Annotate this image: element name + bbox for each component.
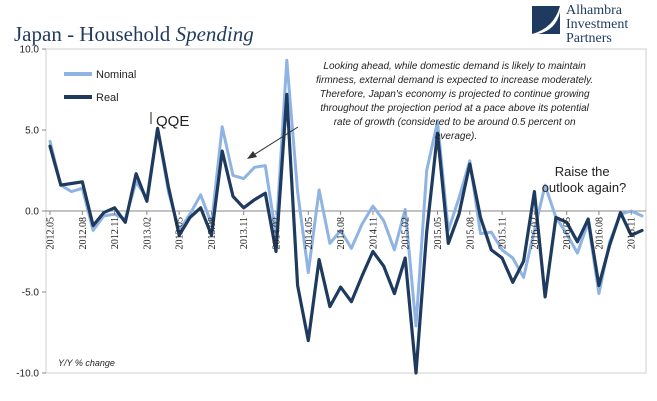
annotation-quote-line-6: average). <box>435 131 477 142</box>
logo-line-3: Partners <box>566 31 612 46</box>
annotation-outlook-line-2: outlook again? <box>542 180 627 195</box>
x-tick-label: 2013.08 <box>207 217 218 250</box>
x-tick-label: 2013.11 <box>239 217 250 249</box>
annotation-quote-line-3: Therefore, Japan's economy is projected … <box>320 89 590 100</box>
x-tick-label: 2016.11 <box>627 217 638 249</box>
x-tick-label: 2013.02 <box>142 217 153 250</box>
series-line-real <box>48 92 644 375</box>
annotation-quote-line-4: throughout the projection period at a pa… <box>320 103 589 114</box>
logo-mark-icon <box>532 6 560 34</box>
annotation-quote-arrowhead <box>247 151 257 159</box>
annotation-quote-line-5: rate of growth (considered to be around … <box>334 117 576 128</box>
legend-label-real: Real <box>96 92 119 104</box>
x-tick-label: 2012.05 <box>46 217 57 250</box>
logo-line-1: Alhambra <box>566 3 622 18</box>
logo: Alhambra Investment Partners <box>532 4 650 54</box>
chart-title: Japan - Household Spending <box>14 22 254 47</box>
x-axis: 2012.05 2012.08 2012.11 2013.02 2013.05 2013.… <box>46 211 638 250</box>
x-tick-label: 2014.08 <box>336 217 347 250</box>
legend-label-nominal: Nominal <box>96 69 136 81</box>
y-tick-label: 10.0 <box>20 45 40 56</box>
annotation-quote: Looking ahead, while domestic demand is … <box>316 61 596 142</box>
y-tick-label: 5.0 <box>25 126 39 137</box>
x-tick-label: 2014.05 <box>304 217 315 250</box>
chart-title-italic: Spending <box>175 22 254 46</box>
annotation-quote-line-2: firmness, external demand is expected to… <box>316 75 593 86</box>
annotation-outlook-line-1: Raise the <box>555 164 610 179</box>
x-tick-label: 2013.05 <box>175 217 186 250</box>
x-tick-label: 2015.11 <box>498 217 509 249</box>
y-axis: 10.0 5.0 0.0 -5.0 -10.0 <box>16 45 46 380</box>
annotation-quote-arrow <box>251 126 299 157</box>
annotation-quote-line-1: Looking ahead, while domestic demand is … <box>323 61 586 72</box>
x-tick-label: 2015.02 <box>401 217 412 250</box>
x-tick-label: 2015.05 <box>433 217 444 250</box>
x-tick-label: 2016.08 <box>594 217 605 250</box>
y-axis-label: Y/Y % change <box>58 358 115 368</box>
series-layer <box>48 58 644 375</box>
x-tick-label: 2012.08 <box>78 217 89 250</box>
x-tick-label: 2014.02 <box>272 217 283 250</box>
x-tick-label: 2015.08 <box>465 217 476 250</box>
x-tick-label: 2012.11 <box>110 217 121 249</box>
x-tick-label: 2016.02 <box>530 217 541 250</box>
y-tick-label: -5.0 <box>22 288 40 299</box>
logo-line-2: Investment <box>566 17 629 32</box>
chart-title-main: Japan - Household <box>14 22 171 46</box>
logo-text: Alhambra Investment Partners <box>566 4 628 46</box>
x-tick-label: 2014.11 <box>368 217 379 249</box>
annotation-qqe: QQE <box>156 113 189 130</box>
y-tick-label: 0.0 <box>25 207 39 218</box>
annotation-outlook: Raise the outlook again? <box>542 164 627 195</box>
x-tick-label: 2016.05 <box>562 217 573 250</box>
y-tick-label: -10.0 <box>16 369 39 380</box>
